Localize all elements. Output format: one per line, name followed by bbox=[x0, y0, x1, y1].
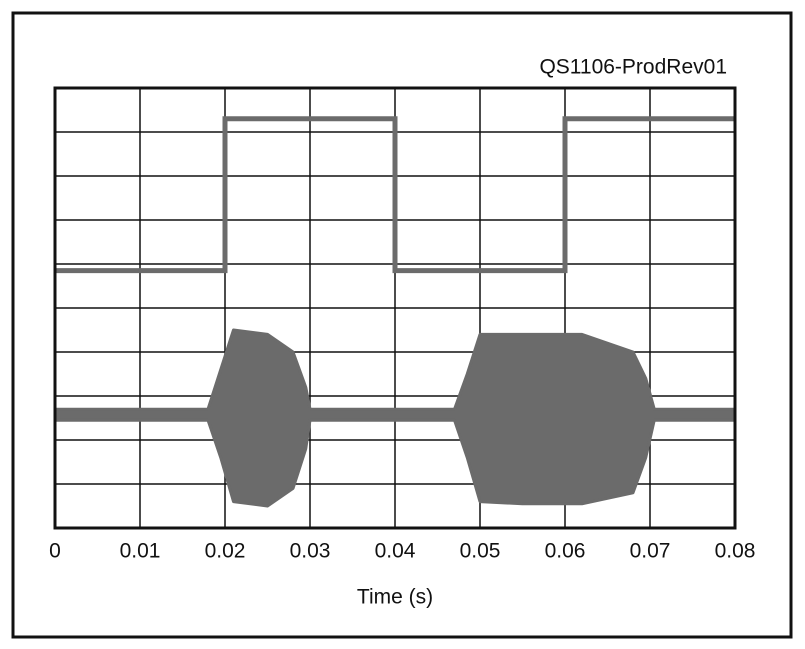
square-wave bbox=[55, 116, 735, 274]
x-tick-label: 0.02 bbox=[205, 540, 246, 563]
plot-border bbox=[53, 86, 737, 530]
x-tick-label: 0.01 bbox=[120, 540, 161, 563]
x-tick-label: 0.03 bbox=[290, 540, 331, 563]
x-tick-label: 0 bbox=[49, 540, 61, 563]
x-tick-label: 0.04 bbox=[375, 540, 416, 563]
chart-title: QS1106-ProdRev01 bbox=[539, 56, 727, 79]
frame bbox=[11, 11, 793, 639]
x-tick-label: 0.06 bbox=[545, 540, 586, 563]
x-tick-label: 0.07 bbox=[630, 540, 671, 563]
x-tick-label: 0.05 bbox=[460, 540, 501, 563]
x-axis-label: Time (s) bbox=[357, 586, 433, 609]
x-tick-label: 0.08 bbox=[715, 540, 756, 563]
